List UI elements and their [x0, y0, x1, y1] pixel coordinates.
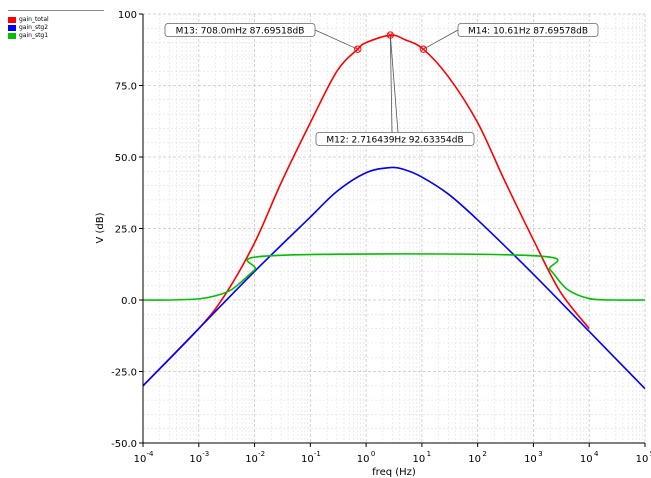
x-tick-exponent: -2	[258, 450, 265, 458]
marker-point-M12	[386, 31, 395, 39]
legend-swatch	[8, 17, 16, 23]
y-tick-label: 50.0	[115, 153, 137, 164]
x-tick-label: 10	[189, 454, 202, 465]
marker-label-M13: M13: 708.0mHz 87.69518dB	[176, 27, 305, 37]
marker-box-M13	[164, 23, 316, 37]
x-tick-exponent: -3	[202, 450, 209, 458]
legend-item-gain_stg1: gain_stg1	[8, 32, 104, 40]
series-line-gain_stg2	[142, 166, 646, 390]
legend-label: gain_stg1	[19, 32, 49, 39]
x-tick-label: 10	[468, 454, 481, 465]
series-group	[142, 34, 646, 390]
marker-label-M12: M12: 2.716439Hz 92.63354dB	[326, 136, 463, 146]
marker-box-M12	[315, 132, 475, 146]
marker-box-M14	[457, 23, 599, 37]
marker-cross-M14	[420, 46, 426, 52]
x-tick-label: 10	[301, 454, 314, 465]
x-tick-label: 10	[134, 454, 147, 465]
legend-item-gain_stg2: gain_stg2	[8, 24, 104, 32]
x-tick-label: 10	[413, 454, 426, 465]
x-tick-label: 10	[357, 454, 370, 465]
x-axis-label: freq (Hz)	[372, 467, 416, 478]
x-tick-exponent: 5	[650, 450, 651, 458]
y-tick-label: 25.0	[115, 225, 137, 236]
marker-cross-M13	[355, 46, 361, 52]
x-tick-exponent: -1	[314, 450, 321, 458]
x-tick-label: 10	[636, 454, 649, 465]
x-tick-exponent: 3	[538, 450, 542, 458]
x-tick-exponent: 2	[482, 450, 486, 458]
legend-divider	[8, 10, 104, 11]
y-tick-label: 75.0	[115, 82, 137, 93]
marker-leader-M12	[389, 35, 393, 133]
legend-swatch	[8, 25, 16, 31]
markers-group: M13: 708.0mHz 87.69518dB M12: 2.716439Hz …	[164, 23, 599, 146]
y-tick-label: -25.0	[111, 368, 137, 379]
series-line-gain_total	[142, 34, 590, 387]
marker-label-M14: M14: 10.61Hz 87.69578dB	[468, 27, 588, 37]
marker-point-M14	[419, 45, 428, 53]
legend-label: gain_stg2	[19, 24, 49, 31]
x-tick-exponent: 0	[371, 450, 375, 458]
marker-cross-M12	[387, 32, 393, 38]
x-tick-label: 10	[524, 454, 537, 465]
x-tick-exponent: 1	[427, 450, 431, 458]
y-axis-label: V (dB)	[95, 212, 106, 243]
y-tick-label: 100	[118, 10, 137, 21]
marker-leader-M13	[314, 29, 358, 50]
y-tick-label: -50.0	[111, 439, 137, 450]
x-tick-label: 10	[245, 454, 258, 465]
marker-leader-M12-b	[389, 35, 399, 133]
y-tick-label: 0.0	[121, 296, 137, 307]
series-line-gain_stg1	[142, 253, 646, 301]
marker-leader-M14	[423, 29, 459, 50]
legend-swatch	[8, 33, 16, 39]
legend-label: gain_total	[19, 16, 49, 23]
x-tick-exponent: -4	[147, 450, 155, 458]
legend: gain_total gain_stg2 gain_stg1	[8, 10, 104, 40]
x-tick-exponent: 4	[594, 450, 599, 458]
marker-point-M13	[354, 45, 362, 53]
x-tick-label: 10	[580, 454, 593, 465]
legend-item-gain_total: gain_total	[8, 16, 104, 24]
